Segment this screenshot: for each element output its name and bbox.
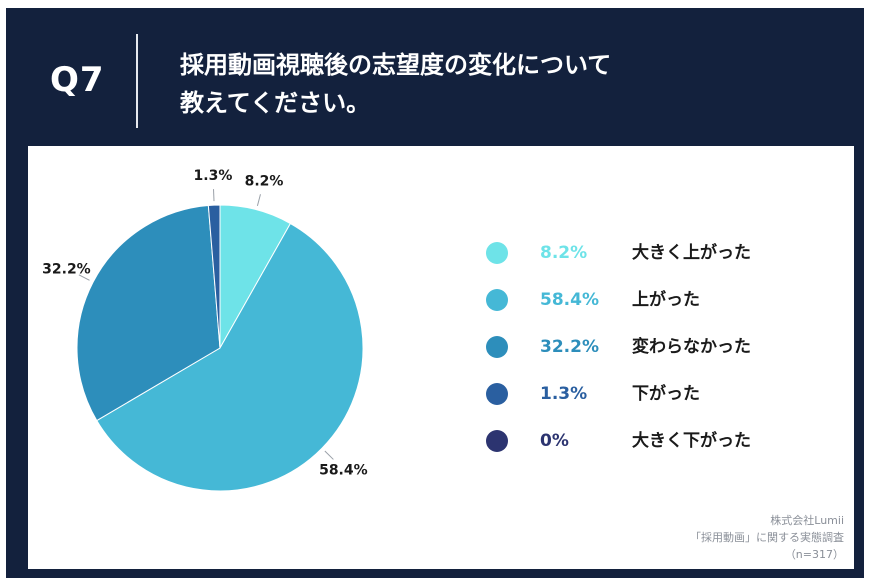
legend-percent-4: 0% <box>540 431 569 451</box>
legend-item-3: 1.3% 下がった <box>486 383 806 413</box>
question-text-line2: 教えてください。 <box>180 89 371 117</box>
legend-percent-2: 32.2% <box>540 337 599 357</box>
source-company: 株式会社Lumii <box>770 514 844 527</box>
pie-slice-3 <box>207 204 221 349</box>
legend-percent-3: 1.3% <box>540 384 588 404</box>
question-number: Q7 <box>50 60 105 100</box>
legend-percent-1: 58.4% <box>540 290 599 310</box>
header-divider <box>136 34 138 128</box>
legend-swatch-2 <box>486 336 508 358</box>
slice-label-2: 32.2% <box>42 261 91 277</box>
legend-item-2: 32.2% 変わらなかった <box>486 336 806 366</box>
legend-swatch-3 <box>486 383 508 405</box>
leader-line-0 <box>256 194 261 206</box>
source-survey: 「採用動画」に関する実態調査 <box>690 531 844 544</box>
pie-slice-1 <box>96 222 364 492</box>
chart-frame: Q7 採用動画視聴後の志望度の変化について 教えてください。 8.2% 58.4%… <box>6 8 864 578</box>
legend-label-0: 大きく上がった <box>632 243 751 263</box>
source-sample: （n=317） <box>784 548 844 561</box>
legend-item-1: 58.4% 上がった <box>486 289 806 319</box>
slice-label-0: 8.2% <box>245 174 284 190</box>
legend-swatch-0 <box>486 242 508 264</box>
legend-swatch-4 <box>486 430 508 452</box>
legend-label-2: 変わらなかった <box>632 337 751 357</box>
leader-line-2 <box>78 274 90 281</box>
question-text-line1: 採用動画視聴後の志望度の変化について <box>180 51 612 79</box>
legend-label-4: 大きく下がった <box>632 431 751 451</box>
legend-swatch-1 <box>486 289 508 311</box>
source-note: 株式会社Lumii 「採用動画」に関する実態調査 （n=317） <box>690 512 844 563</box>
pie-slice-2 <box>76 204 221 422</box>
slice-label-1: 58.4% <box>319 462 368 478</box>
legend-label-3: 下がった <box>632 384 700 404</box>
chart-card: 8.2% 58.4% 32.2% 1.3% 8.2% 大きく上がった 58.4% 上が… <box>28 146 854 569</box>
leader-line-1 <box>324 450 334 460</box>
legend-percent-0: 8.2% <box>540 243 588 263</box>
question-text: 採用動画視聴後の志望度の変化について 教えてください。 <box>180 46 700 122</box>
slice-label-3: 1.3% <box>194 168 233 184</box>
legend-label-1: 上がった <box>632 290 700 310</box>
legend-item-4: 0% 大きく下がった <box>486 430 806 460</box>
pie-chart: 8.2% 58.4% 32.2% 1.3% <box>42 168 368 492</box>
legend-item-0: 8.2% 大きく上がった <box>486 242 806 272</box>
